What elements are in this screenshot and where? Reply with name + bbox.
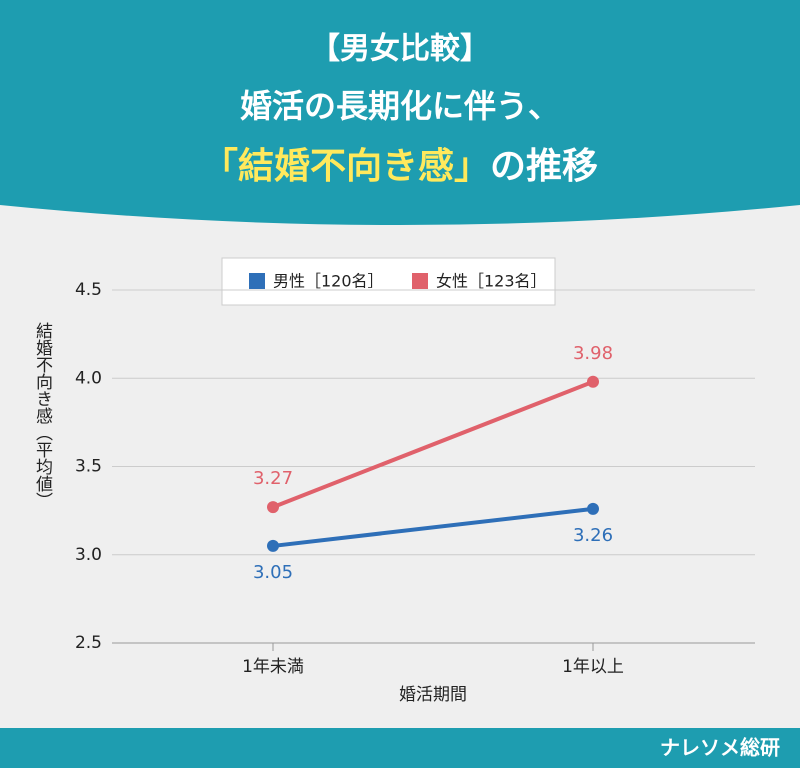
y-tick-label: 4.5	[75, 280, 102, 300]
footer-brand: ナレソメ総研	[660, 736, 780, 760]
header-highlight: 「結婚不向き感」	[202, 146, 490, 187]
data-label: 3.26	[573, 525, 613, 546]
data-point	[267, 501, 279, 514]
footer-band	[0, 728, 800, 768]
header-line: 「結婚不向き感」の推移	[202, 146, 598, 187]
header-line: 【男女比較】	[310, 32, 490, 67]
data-label: 3.05	[253, 562, 293, 583]
y-tick-label: 4.0	[75, 368, 102, 388]
data-point	[267, 539, 279, 552]
legend-swatch	[412, 273, 428, 289]
y-tick-label: 3.5	[75, 457, 102, 477]
x-tick-label: 1年以上	[562, 657, 624, 677]
header-band	[0, 0, 800, 225]
data-label: 3.27	[253, 468, 293, 489]
y-tick-label: 2.5	[75, 633, 102, 653]
legend-swatch	[249, 273, 265, 289]
data-point	[587, 375, 599, 388]
header-tail: の推移	[490, 146, 598, 187]
x-tick-label: 1年未満	[242, 657, 304, 677]
series-line	[272, 379, 594, 509]
y-axis-label: 結婚不向き感（平均値）	[32, 322, 53, 509]
series-line	[272, 506, 594, 548]
data-label: 3.98	[573, 343, 613, 364]
header-line: 婚活の長期化に伴う、	[240, 87, 560, 125]
legend-label: 女性［123名］	[436, 272, 547, 291]
data-point	[587, 502, 599, 515]
x-axis-label: 婚活期間	[399, 685, 467, 705]
legend-box	[221, 257, 556, 306]
y-tick-label: 3.0	[75, 545, 102, 565]
legend-label: 男性［120名］	[273, 272, 384, 291]
